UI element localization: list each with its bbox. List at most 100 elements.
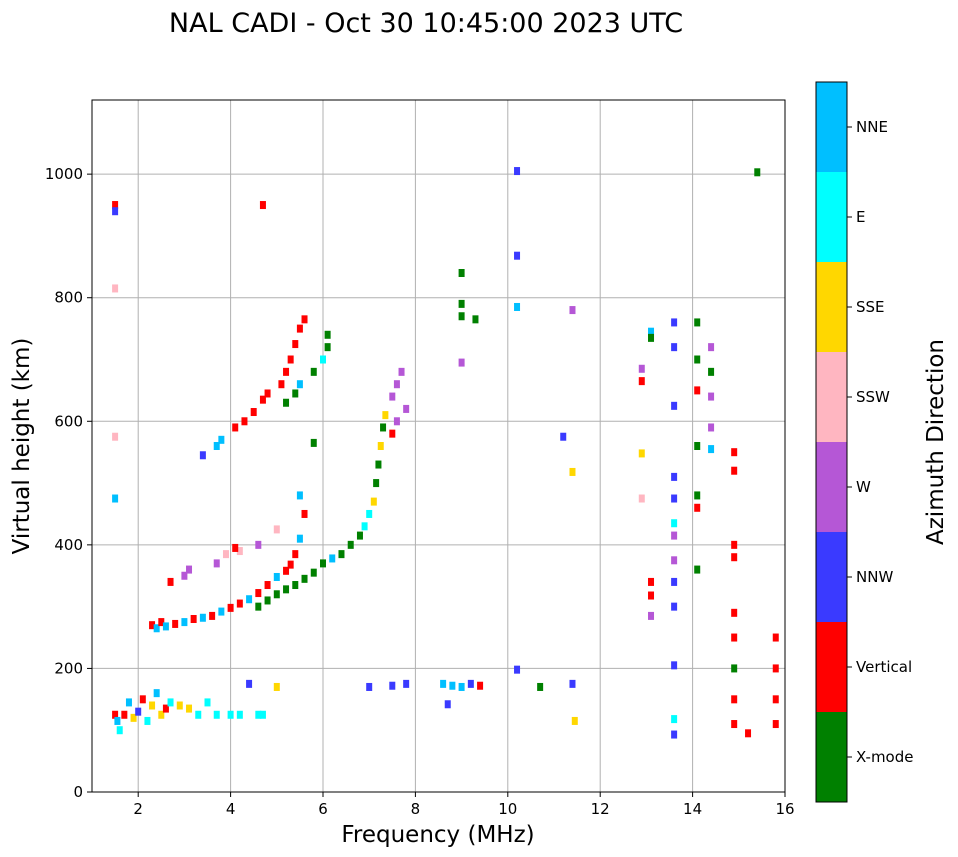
data-point bbox=[292, 550, 299, 559]
data-point bbox=[255, 710, 262, 719]
data-point bbox=[731, 553, 738, 562]
chart-title: NAL CADI - Oct 30 10:45:00 2023 UTC bbox=[169, 8, 683, 39]
data-point bbox=[301, 509, 308, 518]
data-point bbox=[648, 333, 655, 342]
data-point bbox=[458, 269, 465, 277]
data-point bbox=[694, 503, 701, 512]
data-point bbox=[731, 608, 738, 617]
data-point bbox=[571, 716, 578, 725]
data-point bbox=[772, 720, 779, 729]
data-point bbox=[671, 472, 678, 481]
colorbar-tick-label: SSE bbox=[856, 298, 885, 316]
data-point bbox=[440, 679, 447, 688]
data-point bbox=[135, 707, 142, 716]
data-point bbox=[236, 710, 243, 719]
data-point bbox=[671, 494, 678, 503]
data-point bbox=[218, 435, 225, 444]
data-point bbox=[296, 324, 303, 333]
x-tick-label: 4 bbox=[226, 800, 236, 818]
data-point bbox=[671, 531, 678, 540]
data-point bbox=[222, 550, 229, 559]
data-point bbox=[472, 315, 479, 324]
data-point bbox=[130, 713, 137, 722]
data-point bbox=[708, 445, 715, 454]
data-point bbox=[213, 442, 220, 450]
data-point bbox=[398, 367, 405, 376]
y-axis-label: Virtual height (km) bbox=[9, 338, 35, 555]
data-point bbox=[671, 730, 678, 739]
data-point bbox=[176, 701, 183, 710]
data-point bbox=[227, 710, 234, 719]
data-point bbox=[514, 302, 521, 311]
data-point bbox=[259, 395, 266, 404]
data-point bbox=[754, 168, 761, 177]
data-point bbox=[227, 603, 234, 612]
x-tick-label: 8 bbox=[411, 800, 421, 818]
data-point bbox=[255, 589, 262, 598]
data-point bbox=[514, 167, 521, 176]
data-point bbox=[112, 207, 119, 216]
data-point bbox=[366, 509, 373, 518]
data-point bbox=[403, 404, 410, 413]
data-point bbox=[458, 299, 465, 308]
data-point bbox=[264, 596, 271, 605]
data-point bbox=[324, 330, 331, 339]
data-point bbox=[648, 611, 655, 620]
x-tick-label: 16 bbox=[775, 800, 794, 818]
data-point bbox=[162, 622, 169, 631]
data-point bbox=[283, 367, 290, 376]
data-point bbox=[671, 715, 678, 724]
data-point bbox=[139, 695, 146, 704]
data-point bbox=[144, 716, 151, 725]
y-axis-ticks: 0 200 400 600 800 1000 bbox=[45, 165, 92, 801]
data-point bbox=[287, 560, 294, 569]
x-tick-label: 6 bbox=[318, 800, 328, 818]
colorbar-label: Azimuth Direction bbox=[923, 339, 949, 545]
data-point bbox=[121, 710, 128, 719]
data-point bbox=[708, 367, 715, 376]
data-point bbox=[638, 494, 645, 503]
data-point bbox=[232, 543, 239, 552]
data-point bbox=[167, 698, 174, 707]
data-point bbox=[638, 364, 645, 373]
data-point bbox=[694, 355, 701, 364]
data-point bbox=[116, 726, 123, 735]
data-point bbox=[181, 618, 188, 627]
colorbar-tick-label: X-mode bbox=[856, 748, 913, 766]
data-point bbox=[380, 423, 387, 432]
data-point bbox=[648, 327, 655, 336]
colorbar-segment bbox=[816, 442, 847, 532]
data-point bbox=[458, 358, 465, 367]
data-point bbox=[186, 565, 193, 574]
colorbar-tick-label: NNE bbox=[856, 118, 888, 136]
data-point bbox=[329, 554, 336, 563]
data-point bbox=[153, 689, 160, 698]
colorbar-tick-label: NNW bbox=[856, 568, 893, 586]
x-tick-label: 12 bbox=[591, 800, 610, 818]
data-point bbox=[158, 618, 165, 627]
data-point bbox=[772, 664, 779, 673]
data-point bbox=[310, 367, 317, 376]
data-point bbox=[273, 525, 280, 534]
data-point bbox=[671, 661, 678, 670]
data-point bbox=[172, 619, 179, 628]
data-point bbox=[638, 449, 645, 458]
data-point bbox=[213, 710, 220, 719]
data-point bbox=[694, 442, 701, 450]
data-point bbox=[671, 401, 678, 410]
data-point bbox=[195, 710, 202, 719]
colorbar-segment bbox=[816, 82, 847, 172]
data-point bbox=[167, 577, 174, 586]
data-point bbox=[292, 389, 299, 398]
data-point bbox=[356, 531, 363, 540]
colorbar-segment bbox=[816, 622, 847, 712]
data-point bbox=[648, 591, 655, 600]
x-tick-label: 14 bbox=[683, 800, 702, 818]
x-axis-ticks: 2 4 6 8 10 12 14 16 bbox=[133, 792, 795, 818]
colorbar-tick-label: SSW bbox=[856, 388, 890, 406]
data-point bbox=[375, 460, 382, 469]
data-point bbox=[199, 613, 206, 622]
x-tick-label: 10 bbox=[498, 800, 517, 818]
y-tick-label: 600 bbox=[54, 412, 83, 430]
